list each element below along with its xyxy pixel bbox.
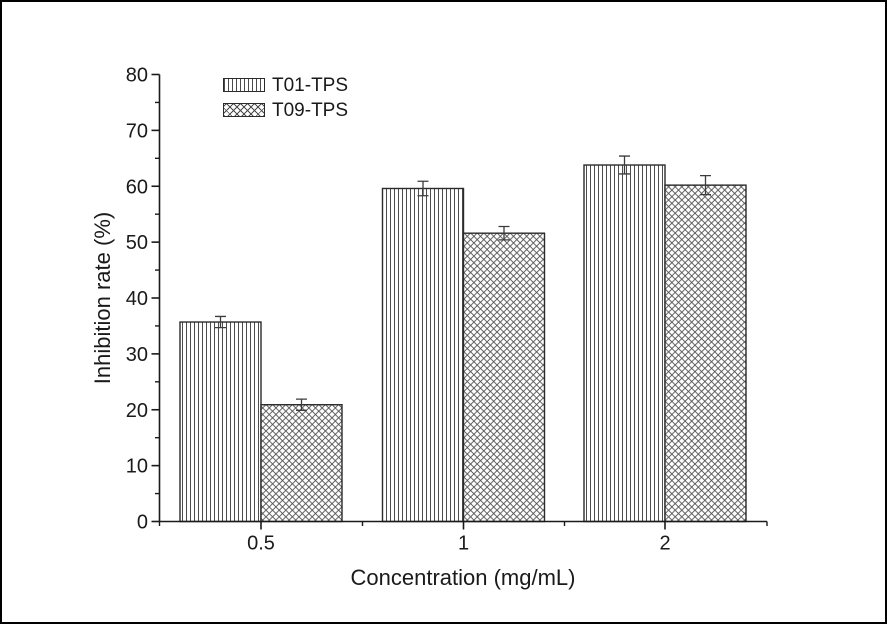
y-tick-label: 0 xyxy=(137,512,148,534)
bar-t01-tps-2 xyxy=(583,164,666,523)
error-bar-t09-tps-0.5 xyxy=(296,398,307,411)
legend-label-t01-tps: T01-TPS xyxy=(272,74,349,96)
bar-t01-tps-1 xyxy=(381,187,465,523)
y-tick-label: 30 xyxy=(126,344,148,366)
tick-labels-layer: 0 10 20 30 40 50 60 70 80 0.5 1 2 xyxy=(126,65,671,555)
legend-label-t09-tps: T09-TPS xyxy=(272,99,349,121)
crosshatch-swatch-icon xyxy=(223,103,265,117)
y-axis-title: Inhibition rate (%) xyxy=(90,211,115,385)
error-bars-layer xyxy=(215,155,711,411)
x-tick-label: 2 xyxy=(659,533,670,555)
error-bar-t09-tps-2 xyxy=(700,174,711,196)
y-tick-label: 10 xyxy=(126,456,148,478)
x-tick-label: 0.5 xyxy=(247,533,275,555)
vertical-hatch-swatch-icon xyxy=(223,78,265,92)
y-tick-label: 20 xyxy=(126,400,148,422)
y-tick-label: 80 xyxy=(126,65,148,87)
y-tick-label: 70 xyxy=(126,120,148,142)
x-tick-label: 1 xyxy=(458,533,469,555)
error-bar-t09-tps-1 xyxy=(498,225,510,241)
bar-t01-tps-0.5 xyxy=(179,321,262,523)
bar-t09-tps-1 xyxy=(462,232,546,523)
bar-t09-tps-0.5 xyxy=(260,404,343,523)
error-bar-t01-tps-0.5 xyxy=(215,315,226,329)
legend-item-t01-tps: T01-TPS xyxy=(223,74,349,96)
error-bar-t01-tps-1 xyxy=(417,180,429,197)
legend-item-t09-tps: T09-TPS xyxy=(223,99,349,121)
error-bar-t01-tps-2 xyxy=(619,155,630,175)
y-tick-label: 60 xyxy=(126,176,148,198)
bar-t09-tps-2 xyxy=(664,184,747,523)
legend: T01-TPS T09-TPS xyxy=(223,74,349,121)
y-tick-label: 50 xyxy=(126,232,148,254)
axes-layer xyxy=(151,73,768,530)
x-axis-title: Concentration (mg/mL) xyxy=(350,565,576,590)
bars-layer xyxy=(179,164,747,523)
y-tick-label: 40 xyxy=(126,288,148,310)
